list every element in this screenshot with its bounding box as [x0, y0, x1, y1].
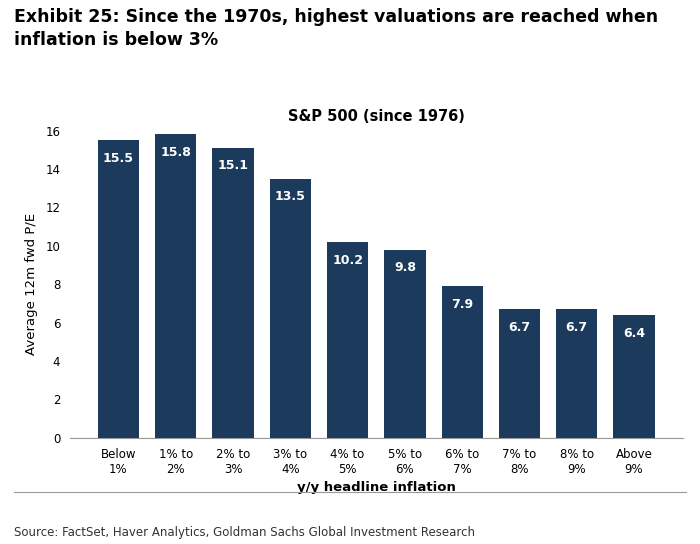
- Bar: [499, 309, 540, 438]
- Bar: [212, 148, 253, 438]
- Text: 15.5: 15.5: [103, 152, 134, 165]
- Bar: [384, 250, 426, 438]
- X-axis label: y/y headline inflation: y/y headline inflation: [297, 481, 456, 494]
- Bar: [155, 134, 197, 438]
- Text: 6.7: 6.7: [508, 321, 531, 333]
- Text: 6.4: 6.4: [623, 326, 645, 339]
- Text: 13.5: 13.5: [275, 190, 306, 203]
- Text: 9.8: 9.8: [394, 261, 416, 274]
- Text: 15.8: 15.8: [160, 146, 191, 159]
- Text: 6.7: 6.7: [566, 321, 588, 333]
- Bar: [270, 178, 311, 438]
- Title: S&P 500 (since 1976): S&P 500 (since 1976): [288, 109, 465, 124]
- Bar: [442, 286, 483, 438]
- Text: Source: FactSet, Haver Analytics, Goldman Sachs Global Investment Research: Source: FactSet, Haver Analytics, Goldma…: [14, 526, 475, 539]
- Bar: [327, 242, 368, 438]
- Text: 10.2: 10.2: [332, 254, 363, 267]
- Text: Exhibit 25: Since the 1970s, highest valuations are reached when
inflation is be: Exhibit 25: Since the 1970s, highest val…: [14, 8, 658, 49]
- Y-axis label: Average 12m fwd P/E: Average 12m fwd P/E: [25, 213, 38, 355]
- Text: 15.1: 15.1: [218, 159, 248, 172]
- Bar: [556, 309, 597, 438]
- Bar: [613, 315, 655, 438]
- Bar: [98, 140, 139, 438]
- Text: 7.9: 7.9: [451, 298, 473, 311]
